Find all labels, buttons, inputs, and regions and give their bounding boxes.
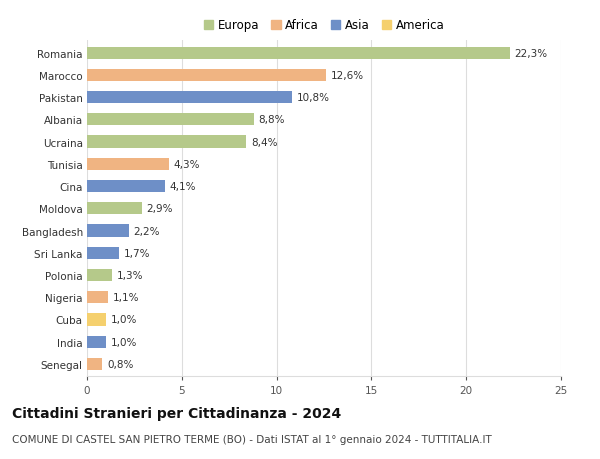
Bar xyxy=(87,291,108,304)
Text: 2,2%: 2,2% xyxy=(133,226,160,236)
Bar xyxy=(87,114,254,126)
Bar xyxy=(87,336,106,348)
Text: 1,1%: 1,1% xyxy=(113,293,139,302)
Bar xyxy=(87,47,510,60)
Bar xyxy=(87,313,106,326)
Text: 1,7%: 1,7% xyxy=(124,248,151,258)
Text: COMUNE DI CASTEL SAN PIETRO TERME (BO) - Dati ISTAT al 1° gennaio 2024 - TUTTITA: COMUNE DI CASTEL SAN PIETRO TERME (BO) -… xyxy=(12,434,492,444)
Text: 1,0%: 1,0% xyxy=(111,337,137,347)
Text: 4,1%: 4,1% xyxy=(169,182,196,192)
Legend: Europa, Africa, Asia, America: Europa, Africa, Asia, America xyxy=(203,19,445,32)
Text: 10,8%: 10,8% xyxy=(296,93,329,103)
Bar xyxy=(87,225,129,237)
Bar xyxy=(87,203,142,215)
Text: 8,8%: 8,8% xyxy=(259,115,285,125)
Text: 4,3%: 4,3% xyxy=(173,159,200,169)
Bar xyxy=(87,180,165,193)
Text: 8,4%: 8,4% xyxy=(251,137,278,147)
Bar xyxy=(87,358,102,370)
Text: 1,3%: 1,3% xyxy=(116,270,143,280)
Text: 2,9%: 2,9% xyxy=(147,204,173,214)
Text: Cittadini Stranieri per Cittadinanza - 2024: Cittadini Stranieri per Cittadinanza - 2… xyxy=(12,406,341,420)
Text: 22,3%: 22,3% xyxy=(515,49,548,58)
Bar xyxy=(87,136,246,148)
Text: 12,6%: 12,6% xyxy=(331,71,364,81)
Bar xyxy=(87,70,326,82)
Bar xyxy=(87,247,119,259)
Text: 1,0%: 1,0% xyxy=(111,315,137,325)
Bar xyxy=(87,269,112,281)
Bar xyxy=(87,158,169,171)
Text: 0,8%: 0,8% xyxy=(107,359,133,369)
Bar xyxy=(87,92,292,104)
